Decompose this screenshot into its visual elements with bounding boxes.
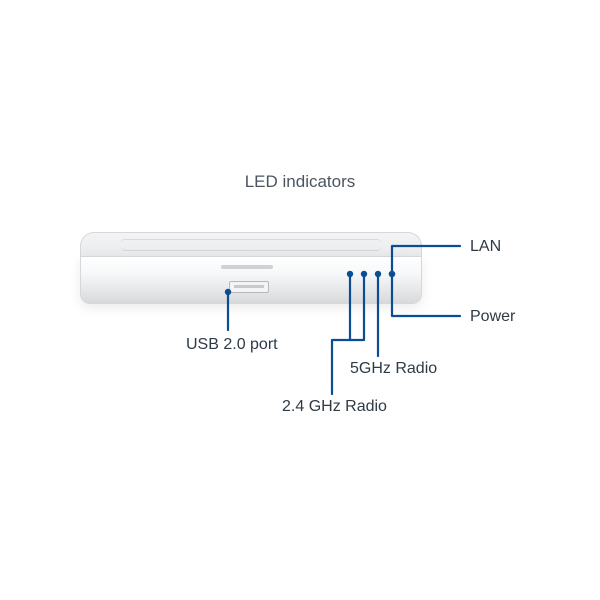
label-power: Power [470,308,515,326]
label-usb: USB 2.0 port [186,336,278,354]
led-dot [375,271,381,277]
led-dot [361,271,367,277]
diagram-title: LED indicators [0,172,600,192]
label-ghz5: 5GHz Radio [350,360,437,378]
usb-port-icon [229,281,269,293]
led-dot [389,271,395,277]
device-top [80,232,422,257]
device-ridge [121,239,381,251]
diagram-stage: LED indicators LAN Power 5GHz Radio 2.4 GHz… [0,0,600,600]
device-front [80,256,422,304]
device [80,232,420,312]
label-ghz24: 2.4 GHz Radio [282,398,387,416]
label-lan: LAN [470,238,501,256]
led-dot [347,271,353,277]
device-slot [221,265,273,269]
